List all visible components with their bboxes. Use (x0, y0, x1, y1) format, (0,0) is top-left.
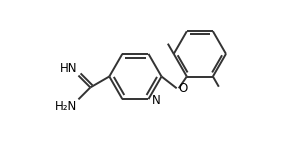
Text: H₂N: H₂N (55, 100, 78, 113)
Text: HN: HN (60, 62, 78, 75)
Text: O: O (178, 82, 188, 95)
Text: N: N (152, 94, 160, 107)
